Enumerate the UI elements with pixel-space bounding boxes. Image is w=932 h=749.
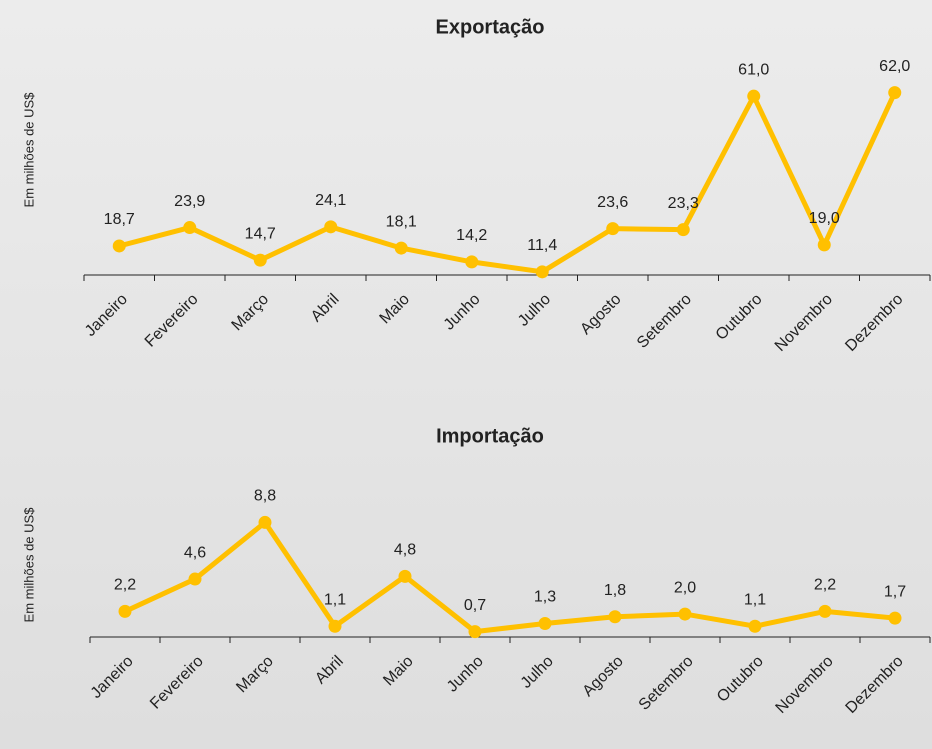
- point: [606, 222, 620, 236]
- data-label: 23,3: [668, 195, 699, 212]
- point: [465, 255, 479, 269]
- point: [888, 611, 902, 625]
- x-tick-label: Outubro: [713, 291, 766, 344]
- point: [535, 265, 549, 279]
- point: [253, 253, 267, 267]
- data-label: 11,4: [527, 237, 557, 254]
- data-label: 14,7: [245, 225, 276, 242]
- x-tick-label: Abril: [312, 653, 347, 688]
- line: [118, 91, 898, 275]
- point: [748, 619, 762, 633]
- data-label: 23,6: [597, 194, 628, 211]
- data-label: 4,8: [394, 542, 416, 559]
- point: [183, 221, 197, 235]
- point: [818, 604, 832, 618]
- point: [112, 239, 126, 253]
- data-label: 4,6: [184, 544, 206, 561]
- data-label: 18,7: [104, 211, 135, 228]
- x-tick-label: Janeiro: [88, 653, 137, 702]
- data-label: 1,1: [744, 591, 766, 608]
- data-label: 2,2: [114, 577, 136, 594]
- data-label: 1,8: [604, 582, 626, 599]
- x-tick-label: Janeiro: [82, 291, 131, 340]
- x-tick-label: Abril: [308, 291, 343, 326]
- x-tick-label: Junho: [441, 291, 484, 334]
- point: [608, 610, 622, 624]
- x-tick-label: Maio: [380, 653, 417, 690]
- x-tick-label: Março: [233, 653, 277, 697]
- x-tick-label: Outubro: [714, 653, 767, 706]
- data-label: 1,7: [884, 583, 906, 600]
- y-axis-title: Em milhões de US$: [21, 92, 36, 208]
- x-tick-label: Novembro: [773, 653, 837, 717]
- x-tick-label: Setembro: [636, 653, 697, 714]
- chart-title: Exportação: [436, 16, 545, 38]
- point: [888, 86, 902, 100]
- data-label: 0,7: [464, 597, 486, 614]
- x-tick-label: Agosto: [577, 291, 624, 338]
- x-tick-label: Fevereiro: [142, 291, 202, 351]
- data-label: 23,9: [174, 193, 205, 210]
- x-tick-label: Junho: [444, 653, 487, 696]
- point: [678, 607, 692, 621]
- x-tick-label: Novembro: [772, 291, 836, 355]
- data-label: 2,2: [814, 577, 836, 594]
- data-label: 62,0: [879, 58, 910, 75]
- chart-title: Importação: [436, 425, 544, 447]
- point: [398, 569, 412, 583]
- x-tick-label: Dezembro: [842, 291, 906, 355]
- data-label: 1,3: [534, 589, 556, 606]
- x-tick-label: Dezembro: [843, 653, 907, 717]
- data-label: 8,8: [254, 488, 276, 505]
- data-label: 1,1: [324, 591, 346, 608]
- data-label: 24,1: [315, 192, 346, 209]
- point: [468, 625, 482, 639]
- x-tick-label: Fevereiro: [147, 653, 207, 713]
- x-tick-label: Maio: [377, 291, 414, 328]
- x-tick-label: Setembro: [634, 291, 695, 352]
- point: [394, 241, 408, 255]
- data-label: 18,1: [386, 213, 417, 230]
- point: [328, 619, 342, 633]
- line: [123, 519, 896, 635]
- data-label: 19,0: [809, 210, 840, 227]
- point: [747, 89, 761, 103]
- x-tick-label: Agosto: [580, 653, 627, 700]
- point: [324, 220, 338, 234]
- x-tick-label: Julho: [518, 653, 557, 692]
- x-tick-label: Julho: [515, 291, 554, 330]
- point: [118, 604, 132, 618]
- x-tick-label: Março: [229, 291, 273, 335]
- point: [188, 572, 202, 586]
- point: [258, 515, 272, 529]
- data-label: 14,2: [456, 227, 487, 244]
- point: [538, 617, 552, 631]
- data-label: 61,0: [738, 61, 769, 78]
- y-axis-title: Em milhões de US$: [21, 507, 36, 623]
- point: [676, 223, 690, 237]
- point: [817, 238, 831, 252]
- data-label: 2,0: [674, 579, 696, 596]
